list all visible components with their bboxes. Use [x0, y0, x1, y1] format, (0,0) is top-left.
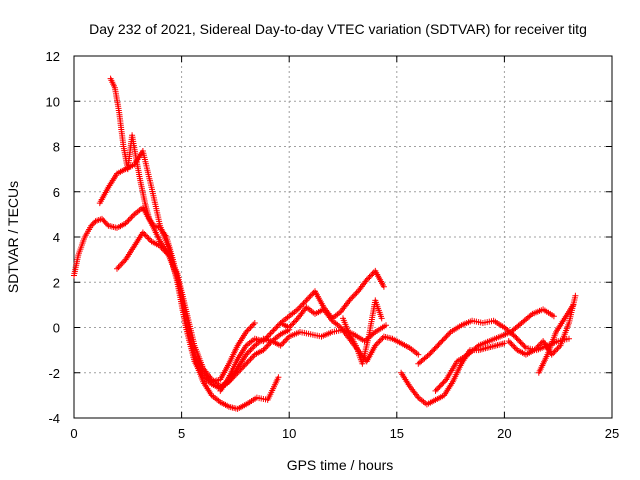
tick-layer: 0 5 10 15 20 25 -4 -2 0 2 4 6 8 10 12: [46, 49, 620, 441]
series-markers: [107, 75, 282, 412]
y-tick-label: 4: [53, 230, 60, 245]
series-markers: [415, 317, 572, 367]
x-tick-label: 25: [605, 426, 619, 441]
y-tick-label: 6: [53, 185, 60, 200]
x-tick-label: 0: [70, 426, 77, 441]
x-tick-label: 5: [178, 426, 185, 441]
series-track-3: [107, 75, 282, 412]
series-markers: [114, 229, 389, 390]
y-tick-label: -2: [48, 366, 60, 381]
series-track-9: [415, 317, 572, 367]
grid-layer: [74, 56, 612, 418]
y-axis-label: SDTVAR / TECUs: [5, 181, 21, 293]
y-tick-label: -4: [48, 411, 60, 426]
chart-title: Day 232 of 2021, Sidereal Day-to-day VTE…: [89, 21, 587, 37]
x-tick-label: 15: [390, 426, 404, 441]
series-markers: [432, 306, 557, 394]
series-track-8: [398, 340, 508, 408]
x-axis-label: GPS time / hours: [287, 457, 394, 473]
y-tick-label: 0: [53, 321, 60, 336]
y-tick-label: 10: [46, 94, 60, 109]
y-tick-label: 2: [53, 275, 60, 290]
x-tick-label: 20: [497, 426, 511, 441]
series-track-4: [114, 229, 389, 390]
y-tick-label: 12: [46, 49, 60, 64]
x-tick-label: 10: [282, 426, 296, 441]
series-track-12: [535, 301, 577, 376]
series-track-10: [432, 306, 557, 394]
series-track-7: [340, 297, 385, 367]
data-layer: [71, 75, 579, 412]
y-tick-label: 8: [53, 140, 60, 155]
series-markers: [535, 301, 577, 376]
series-markers: [398, 340, 508, 408]
series-markers: [340, 297, 385, 367]
series-line: [116, 231, 387, 387]
